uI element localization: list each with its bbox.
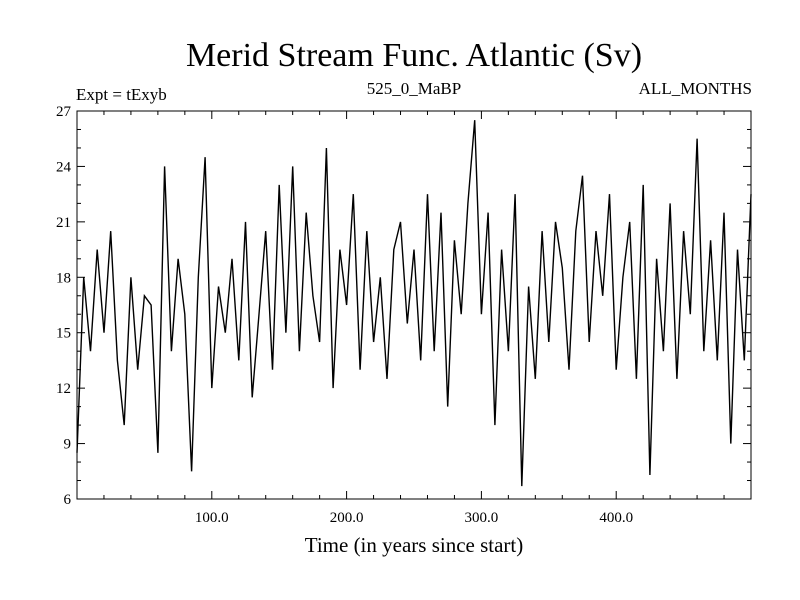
y-tick-label: 9 bbox=[64, 437, 72, 453]
x-tick-label: 400.0 bbox=[599, 510, 633, 526]
y-tick-label: 15 bbox=[56, 326, 71, 342]
series-line bbox=[76, 120, 752, 487]
x-tick-label: 100.0 bbox=[195, 510, 229, 526]
y-tick-label: 6 bbox=[64, 492, 72, 508]
experiment-label: Expt = tExyb bbox=[76, 85, 167, 104]
y-tick-label: 21 bbox=[56, 215, 71, 231]
period-label: 525_0_MaBP bbox=[367, 79, 461, 98]
y-tick-label: 27 bbox=[56, 104, 72, 120]
y-tick-label: 18 bbox=[56, 270, 71, 286]
months-label: ALL_MONTHS bbox=[639, 79, 752, 98]
x-tick-label: 200.0 bbox=[330, 510, 364, 526]
series-layer bbox=[76, 120, 752, 487]
chart-title: Merid Stream Func. Atlantic (Sv) bbox=[186, 37, 642, 74]
x-axis-label: Time (in years since start) bbox=[305, 533, 524, 557]
y-tick-label: 12 bbox=[56, 381, 71, 397]
x-tick-label: 300.0 bbox=[465, 510, 499, 526]
ticks-layer: 100.0 200.0 300.0 400.0 6 9 12 15 18 21 24 27 bbox=[56, 104, 751, 526]
y-tick-label: 24 bbox=[56, 159, 72, 175]
plot-frame bbox=[76, 110, 752, 500]
